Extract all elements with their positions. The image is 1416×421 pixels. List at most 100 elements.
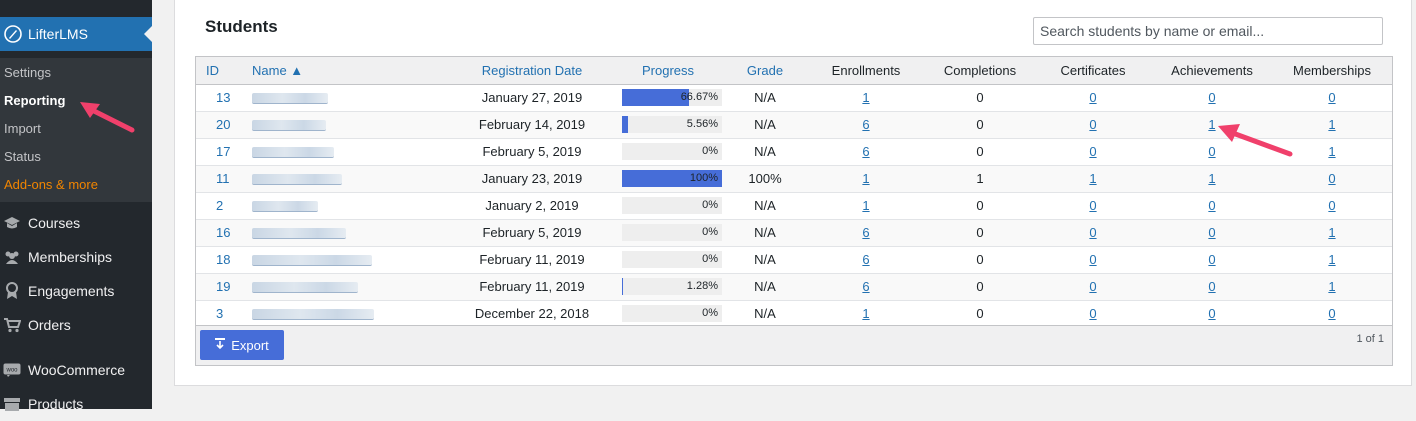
certificates-link[interactable]: 0	[1089, 252, 1097, 267]
student-id[interactable]: 17	[196, 138, 242, 166]
student-id[interactable]: 11	[196, 165, 242, 193]
menu-memberships[interactable]: Memberships	[0, 240, 152, 274]
student-name-link[interactable]	[242, 273, 452, 301]
menu-courses[interactable]: Courses	[0, 206, 152, 240]
redacted-name[interactable]	[252, 174, 342, 186]
enrollments-link[interactable]: 1	[862, 306, 870, 321]
admin-sidebar: LifterLMS Settings Reporting Import Stat…	[0, 0, 152, 412]
submenu-settings[interactable]: Settings	[4, 65, 51, 80]
memberships-link[interactable]: 1	[1328, 144, 1336, 159]
achievements-link[interactable]: 0	[1208, 306, 1216, 321]
enrollments-link[interactable]: 1	[862, 90, 870, 105]
enrollments-link[interactable]: 6	[862, 252, 870, 267]
student-id[interactable]: 3	[196, 300, 242, 328]
redacted-name[interactable]	[252, 93, 328, 105]
grade: N/A	[724, 246, 806, 274]
enrollments-link[interactable]: 6	[862, 279, 870, 294]
table-row: 2 January 2, 2019 0% N/A 1 0 0 0 0	[196, 192, 1392, 220]
certificates-link[interactable]: 0	[1089, 90, 1097, 105]
submenu-import[interactable]: Import	[4, 121, 41, 136]
redacted-name[interactable]	[252, 147, 334, 159]
progress-bar: 0%	[622, 305, 722, 322]
redacted-name[interactable]	[252, 228, 346, 240]
col-progress[interactable]: Progress	[612, 57, 724, 85]
memberships-link[interactable]: 0	[1328, 198, 1336, 213]
enrollments-link[interactable]: 6	[862, 144, 870, 159]
menu-woocommerce[interactable]: woo WooCommerce	[0, 353, 152, 387]
certificates-link[interactable]: 0	[1089, 279, 1097, 294]
student-id[interactable]: 19	[196, 273, 242, 301]
redacted-name[interactable]	[252, 120, 326, 132]
col-name[interactable]: Name ▲	[242, 57, 452, 85]
certificates-link[interactable]: 0	[1089, 117, 1097, 132]
registration-date: February 11, 2019	[452, 246, 612, 274]
memberships-link[interactable]: 0	[1328, 306, 1336, 321]
menu-orders[interactable]: Orders	[0, 308, 152, 342]
redacted-name[interactable]	[252, 309, 374, 321]
graduation-cap-icon	[2, 213, 22, 233]
enrollments-cell: 1	[806, 165, 926, 193]
brand-label: LifterLMS	[28, 26, 88, 42]
achievements-link[interactable]: 0	[1208, 144, 1216, 159]
enrollments-link[interactable]: 6	[862, 117, 870, 132]
export-button[interactable]: Export	[200, 330, 284, 360]
submenu-reporting[interactable]: Reporting	[4, 93, 66, 108]
students-table: ID Name ▲ Registration Date Progress Gra…	[195, 56, 1393, 366]
table-row: 17 February 5, 2019 0% N/A 6 0 0 0 1	[196, 138, 1392, 166]
student-name-link[interactable]	[242, 300, 452, 328]
menu-woocommerce-label: WooCommerce	[28, 362, 125, 378]
redacted-name[interactable]	[252, 201, 318, 213]
student-name-link[interactable]	[242, 138, 452, 166]
certificates-link[interactable]: 0	[1089, 306, 1097, 321]
student-name-link[interactable]	[242, 111, 452, 139]
memberships-link[interactable]: 1	[1328, 252, 1336, 267]
certificates-link[interactable]: 0	[1089, 225, 1097, 240]
student-id[interactable]: 13	[196, 84, 242, 112]
achievements-link[interactable]: 0	[1208, 90, 1216, 105]
submenu-addons[interactable]: Add-ons & more	[4, 177, 98, 192]
search-students-input[interactable]	[1033, 17, 1383, 45]
achievements-link[interactable]: 1	[1208, 171, 1216, 186]
enrollments-link[interactable]: 6	[862, 225, 870, 240]
progress-cell: 1.28%	[612, 273, 724, 301]
memberships-link[interactable]: 1	[1328, 117, 1336, 132]
col-grade[interactable]: Grade	[724, 57, 806, 85]
registration-date: February 5, 2019	[452, 219, 612, 247]
enrollments-cell: 1	[806, 300, 926, 328]
achievements-link[interactable]: 0	[1208, 225, 1216, 240]
menu-lifterlms[interactable]: LifterLMS	[0, 17, 152, 51]
certificates-cell: 0	[1034, 219, 1152, 247]
student-id[interactable]: 18	[196, 246, 242, 274]
achievements-link[interactable]: 1	[1208, 117, 1216, 132]
memberships-link[interactable]: 1	[1328, 279, 1336, 294]
registration-date: February 14, 2019	[452, 111, 612, 139]
student-name-link[interactable]	[242, 192, 452, 220]
enrollments-link[interactable]: 1	[862, 171, 870, 186]
achievements-link[interactable]: 0	[1208, 279, 1216, 294]
submenu-status[interactable]: Status	[4, 149, 41, 164]
menu-products[interactable]: Products	[0, 387, 152, 421]
col-registration-date[interactable]: Registration Date	[452, 57, 612, 85]
student-name-link[interactable]	[242, 219, 452, 247]
redacted-name[interactable]	[252, 255, 372, 267]
certificates-link[interactable]: 0	[1089, 144, 1097, 159]
certificates-link[interactable]: 1	[1089, 171, 1097, 186]
student-id[interactable]: 20	[196, 111, 242, 139]
col-id[interactable]: ID	[196, 57, 242, 85]
student-name-link[interactable]	[242, 165, 452, 193]
student-id[interactable]: 2	[196, 192, 242, 220]
redacted-name[interactable]	[252, 282, 358, 294]
student-id[interactable]: 16	[196, 219, 242, 247]
achievements-link[interactable]: 0	[1208, 198, 1216, 213]
certificates-link[interactable]: 0	[1089, 198, 1097, 213]
student-name-link[interactable]	[242, 246, 452, 274]
memberships-link[interactable]: 0	[1328, 171, 1336, 186]
enrollments-cell: 6	[806, 273, 926, 301]
enrollments-link[interactable]: 1	[862, 198, 870, 213]
memberships-link[interactable]: 0	[1328, 90, 1336, 105]
menu-engagements[interactable]: Engagements	[0, 274, 152, 308]
student-name-link[interactable]	[242, 84, 452, 112]
memberships-link[interactable]: 1	[1328, 225, 1336, 240]
achievements-link[interactable]: 0	[1208, 252, 1216, 267]
archive-icon	[2, 394, 22, 414]
